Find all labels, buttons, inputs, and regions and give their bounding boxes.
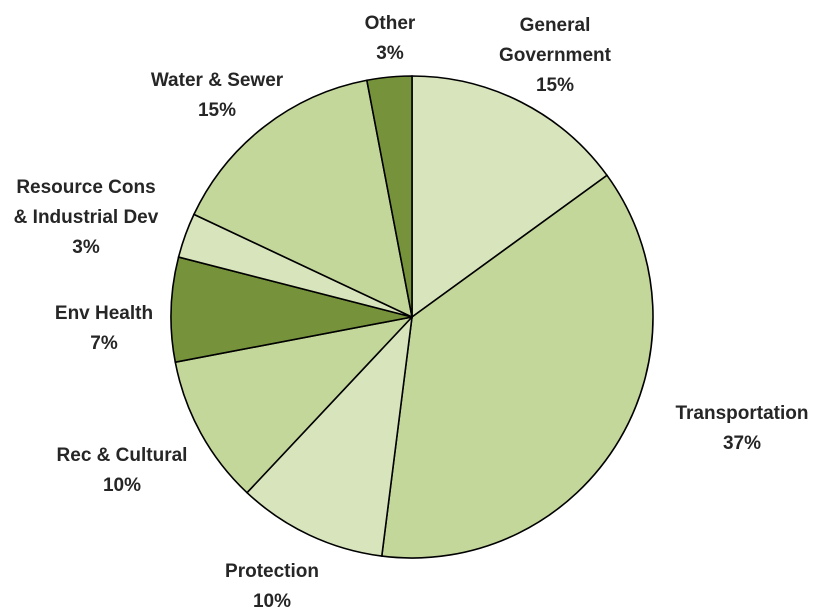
- pie-labels: General Government 15% Transportation 37% Pro…: [14, 13, 809, 610]
- slice-category-label: Water & Sewer: [151, 70, 284, 91]
- pie-slice: [245, 314, 414, 557]
- slice-label: Env Health 7%: [55, 303, 153, 354]
- slice-category-label: General: [520, 15, 591, 36]
- slice-percent-label: 37%: [723, 433, 761, 454]
- pie-slice: [192, 79, 414, 319]
- slice-label: Other 3%: [365, 13, 416, 64]
- pie-slice: [380, 174, 654, 559]
- pie-slice: [411, 75, 609, 319]
- slice-percent-label: 15%: [198, 100, 236, 121]
- pie-slice: [365, 75, 413, 318]
- slice-label: Transportation 37%: [675, 403, 808, 454]
- slice-category-label: Government: [499, 45, 612, 66]
- slice-category-label: Transportation: [675, 403, 808, 424]
- slice-label: Rec & Cultural 10%: [57, 445, 188, 496]
- slice-label: General Government 15%: [499, 15, 612, 96]
- slice-label: Water & Sewer 15%: [151, 70, 284, 121]
- slice-label: Resource Cons & Industrial Dev 3%: [14, 177, 159, 258]
- pie-slice: [174, 315, 415, 494]
- pie-slice: [170, 256, 413, 364]
- slice-percent-label: 10%: [253, 591, 291, 610]
- slice-percent-label: 15%: [536, 75, 574, 96]
- slice-percent-label: 7%: [90, 333, 118, 354]
- slice-category-label: Env Health: [55, 303, 153, 324]
- slice-percent-label: 3%: [72, 237, 100, 258]
- slice-category-label: Resource Cons: [16, 177, 155, 198]
- slice-category-label: & Industrial Dev: [14, 207, 159, 228]
- slice-label: Protection 10%: [225, 561, 319, 610]
- slice-category-label: Rec & Cultural: [57, 445, 188, 466]
- slice-percent-label: 3%: [376, 43, 404, 64]
- slice-percent-label: 10%: [103, 475, 141, 496]
- slice-category-label: Other: [365, 13, 416, 34]
- pie-slices: [170, 75, 654, 559]
- slice-category-label: Protection: [225, 561, 319, 582]
